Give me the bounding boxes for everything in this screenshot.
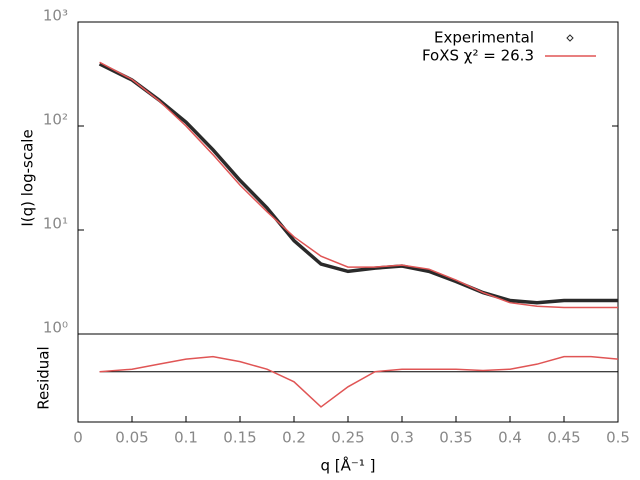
- x-tick-label: 0.25: [331, 429, 364, 447]
- y-tick-label: 10⁰: [43, 319, 68, 337]
- x-tick-label: 0.1: [174, 429, 198, 447]
- legend-label: Experimental: [434, 29, 534, 47]
- x-tick-label: 0: [73, 429, 83, 447]
- legend-label: FoXS χ² = 26.3: [422, 47, 534, 65]
- data-line: [98, 62, 618, 305]
- y-axis-label: I(q) log-scale: [19, 129, 37, 226]
- legend-marker: [566, 34, 574, 42]
- y-tick-label: 10²: [43, 111, 68, 129]
- y-tick-label: 10³: [43, 7, 68, 25]
- x-tick-label: 0.05: [115, 429, 148, 447]
- data-line: [99, 355, 619, 408]
- x-tick-label: 0.5: [606, 429, 630, 447]
- y-tick-label: 10¹: [43, 215, 68, 233]
- plot-frame: [77, 21, 619, 423]
- x-tick-label: 0.2: [282, 429, 306, 447]
- x-axis-label: q [Å⁻¹ ]: [321, 456, 376, 475]
- residual-axis-label: Residual: [35, 346, 53, 409]
- x-tick-label: 0.35: [439, 429, 472, 447]
- x-tick-label: 0.3: [390, 429, 414, 447]
- x-tick-label: 0.45: [547, 429, 580, 447]
- x-tick-label: 0.15: [223, 429, 256, 447]
- x-tick-label: 0.4: [498, 429, 522, 447]
- data-line: [99, 61, 618, 309]
